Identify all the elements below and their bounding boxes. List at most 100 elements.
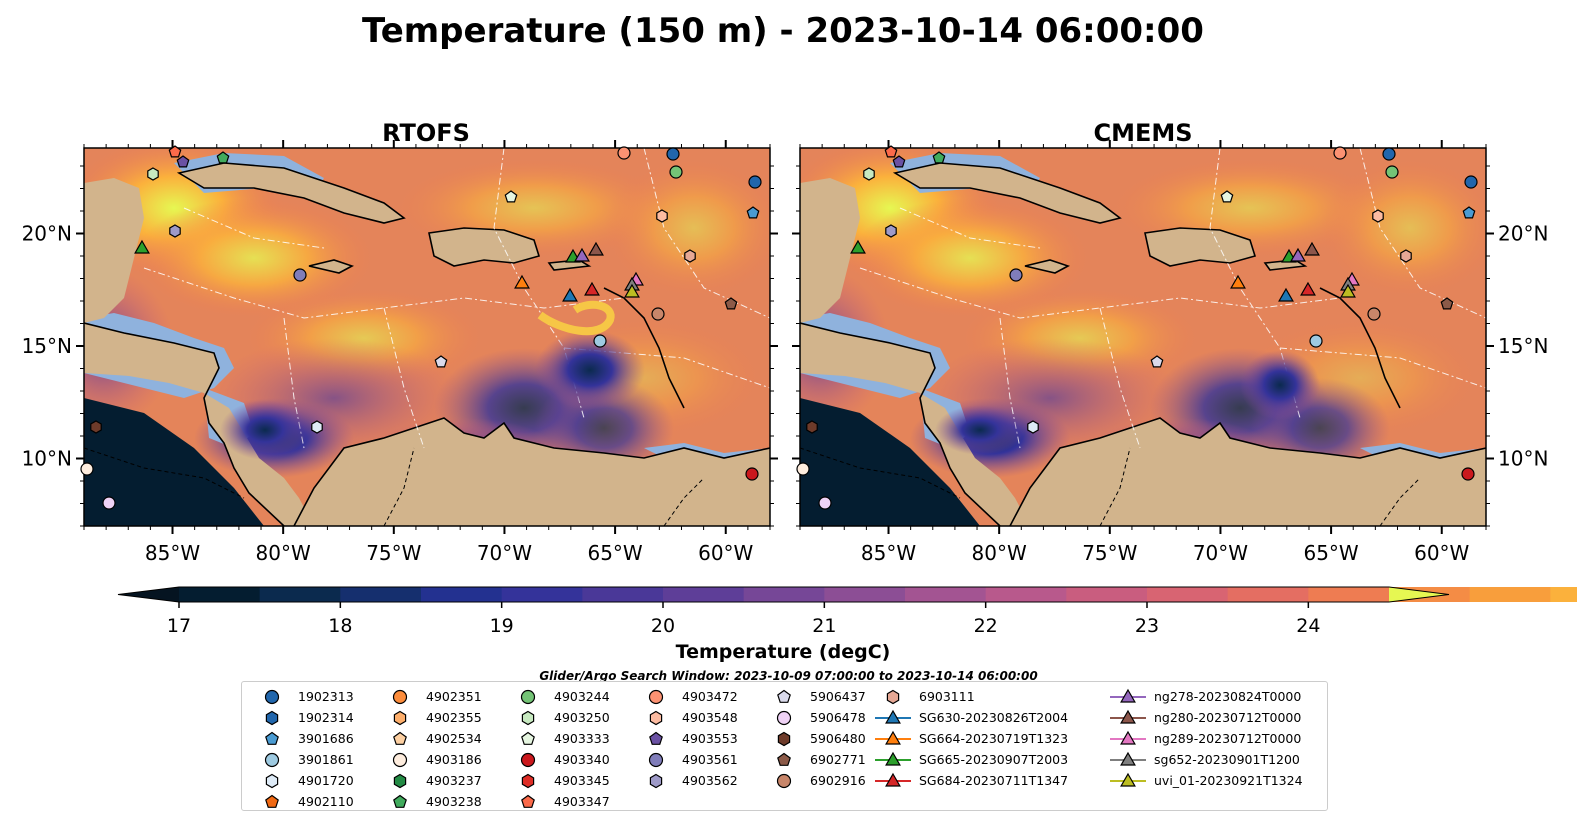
cmems-ticks: 85°W 80°W 75°W 70°W 65°W 60°W 20°N 15°N 10°N [792,140,1548,565]
legend-label: 4903340 [554,752,610,767]
x-tick-label: 75°W [1082,541,1137,565]
legend-label: 4902351 [426,689,482,704]
legend-label: uvi_01-20230921T1324 [1154,773,1303,788]
legend-label: 4903562 [682,773,738,788]
float-marker [656,209,668,223]
float-marker [1382,147,1396,161]
legend-column: 1902313 1902314 3901686 3901861 4901720 49021… [254,686,354,812]
legend-item: 4901720 [254,770,354,791]
float-marker [169,224,181,238]
rtofs-map [84,148,770,526]
colorbar-segment [1550,587,1577,602]
float-marker [884,145,898,158]
legend-marker-icon [265,794,279,808]
legend-marker-icon [1110,751,1146,766]
legend-label: 4903244 [554,689,610,704]
float-marker [1400,249,1412,263]
float-marker [1367,307,1381,321]
colorbar-segment [985,587,1067,602]
legend-label: 5906437 [810,689,866,704]
float-marker [748,175,762,189]
cmems-axes-frame [799,147,1487,527]
colorbar-extend-max [1389,587,1449,602]
float-marker [1278,287,1294,302]
legend-marker-icon [776,773,792,788]
cmems-panel: CMEMS 85°W 80°W 75°W 70°W 65°W 60°W 20°N 15°N 10… [792,119,1548,565]
legend-marker-icon [886,689,900,704]
legend-column: 5906437 5906478 5906480 6902771 6902916 [766,686,866,791]
legend-marker-icon [776,710,792,725]
float-marker [651,307,665,321]
legend-label: 5906478 [810,710,866,725]
float-marker [617,146,631,160]
legend-item: 4903548 [638,707,738,728]
float-marker [434,355,448,368]
legend-item: 4902534 [382,728,482,749]
float-marker [745,467,759,481]
legend-item: 4903244 [510,686,610,707]
float-marker [1464,175,1478,189]
legend-item: 4902351 [382,686,482,707]
float-marker [147,167,159,181]
float-marker [863,167,875,181]
legend-label: ng280-20230712T0000 [1154,710,1302,725]
y-tick-label: 20°N [1498,222,1548,246]
legend-marker-icon [875,772,911,787]
float-marker [1461,467,1475,481]
colorbar-segment [259,587,341,602]
y-tick-label: 15°N [1498,334,1548,358]
float-marker [176,155,190,168]
y-tick-label: 15°N [22,334,72,358]
float-marker [666,147,680,161]
colorbar-segment [663,587,745,602]
legend-marker-icon [777,731,791,746]
float-marker [593,334,607,348]
colorbar-segment [1147,587,1229,602]
legend-column: 4902351 4902355 4902534 4903186 4903237 49032… [382,686,482,812]
float-marker [1340,283,1356,298]
float-marker [514,274,530,289]
legend-item: 1902313 [254,686,354,707]
legend-marker-icon [521,773,535,788]
search-window-text: Glider/Argo Search Window: 2023-10-09 07… [539,669,1038,683]
float-marker [624,283,640,298]
legend-marker-icon [875,730,911,745]
legend-item: 3901861 [254,749,354,770]
float-marker [892,155,906,168]
legend-label: 3901686 [298,731,354,746]
legend-item: 4903472 [638,686,738,707]
legend-item: 4903553 [638,728,738,749]
legend-marker-icon [392,689,408,704]
rtofs-title: RTOFS [382,119,470,147]
float-marker [885,224,897,238]
legend-marker-icon [265,731,279,745]
legend-item: 4903237 [382,770,482,791]
x-tick-label: 80°W [256,541,311,565]
legend-label: SG684-20230711T1347 [919,773,1069,788]
float-marker [504,190,518,203]
legend-item: 6902916 [766,770,866,791]
legend-marker-icon [777,752,791,766]
colorbar-segment [501,587,583,602]
colorbar-segment [582,587,664,602]
figure-title: Temperature (150 m) - 2023-10-14 06:00:0… [362,11,1204,51]
legend-label: 4903237 [426,773,482,788]
x-tick-label: 80°W [972,541,1027,565]
legend-label: SG664-20230719T1323 [919,731,1069,746]
legend-label: 6903111 [919,689,975,704]
colorbar-segment [1066,587,1148,602]
colorbar-segment [340,587,422,602]
cmems-title: CMEMS [1093,119,1192,147]
colorbar-tick-label: 24 [1296,615,1320,637]
colorbar-tick-label: 20 [651,615,675,637]
float-marker [1220,190,1234,203]
colorbar [117,586,1577,603]
legend-column: 4903244 4903250 4903333 4903340 4903345 49033… [510,686,610,812]
colorbar-segment [743,587,825,602]
float-marker [684,249,696,263]
legend-marker-icon [649,773,663,788]
float-marker [168,145,182,158]
cmems-map [800,148,1486,526]
legend-item: SG665-20230907T2003 [875,749,1068,770]
colorbar-tick-label: 21 [812,615,836,637]
